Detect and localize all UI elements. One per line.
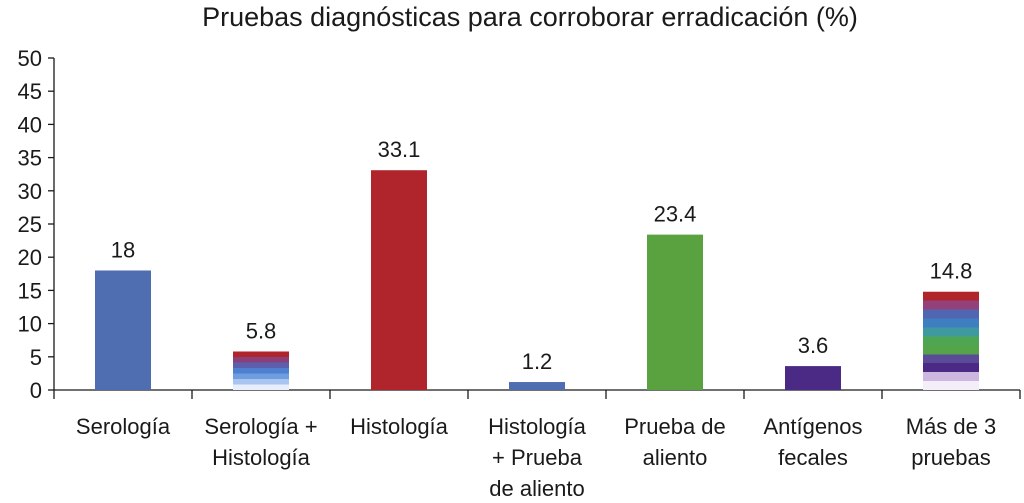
bar-7 xyxy=(923,291,979,390)
bar-1 xyxy=(95,270,151,390)
bar-2 xyxy=(233,351,289,390)
bars xyxy=(95,170,979,390)
bar-6 xyxy=(785,366,841,390)
axes: 0 5 10 15 20 25 30 35 40 45 50 xyxy=(18,46,1021,403)
data-label-4: 1.2 xyxy=(522,349,553,374)
category-label-3: Histología xyxy=(350,414,449,439)
category-label-line: fecales xyxy=(778,445,848,470)
category-label-line: pruebas xyxy=(911,445,991,470)
category-label-5: Prueba de aliento xyxy=(624,414,726,470)
y-tick-label: 35 xyxy=(18,146,42,171)
y-tick-label: 30 xyxy=(18,179,42,204)
bar-3 xyxy=(371,170,427,390)
category-label-line: Prueba de xyxy=(624,414,726,439)
data-label-6: 3.6 xyxy=(798,333,829,358)
category-label-line: Más de 3 xyxy=(906,414,997,439)
y-tick-label: 25 xyxy=(18,212,42,237)
data-label-5: 23.4 xyxy=(654,202,697,227)
category-label-line: + Prueba xyxy=(492,445,583,470)
category-label-1: Serología xyxy=(76,414,171,439)
category-label-line: Histología xyxy=(212,445,311,470)
category-label-6: Antígenos fecales xyxy=(763,414,862,470)
data-label-2: 5.8 xyxy=(246,318,277,343)
category-label-line: Antígenos xyxy=(763,414,862,439)
y-tick-label: 15 xyxy=(18,278,42,303)
category-label-4: Histología + Prueba de aliento xyxy=(488,414,587,501)
data-label-3: 33.1 xyxy=(378,137,421,162)
y-tick-label: 40 xyxy=(18,112,42,137)
y-tick-label: 5 xyxy=(30,345,42,370)
category-label-line: Histología xyxy=(488,414,587,439)
category-label-line: Serología + xyxy=(204,414,317,439)
category-label-line: de aliento xyxy=(489,476,584,501)
category-label-7: Más de 3 pruebas xyxy=(906,414,997,470)
category-label-2: Serología + Histología xyxy=(204,414,317,470)
category-label-line: Serología xyxy=(76,414,171,439)
y-tick-label: 10 xyxy=(18,312,42,337)
data-label-7: 14.8 xyxy=(930,259,973,284)
category-label-line: aliento xyxy=(643,445,708,470)
y-tick-label: 50 xyxy=(18,46,42,71)
chart-title: Pruebas diagnósticas para corroborar err… xyxy=(202,2,858,32)
data-label-1: 18 xyxy=(111,237,135,262)
category-label-line: Histología xyxy=(350,414,449,439)
labels: 18 Serología 5.8 Serología + Histología 33.1 H… xyxy=(76,137,996,501)
y-tick-label: 45 xyxy=(18,79,42,104)
y-tick-label: 20 xyxy=(18,245,42,270)
y-tick-label: 0 xyxy=(30,378,42,403)
bar-5 xyxy=(647,234,703,390)
bar-4 xyxy=(509,382,565,390)
